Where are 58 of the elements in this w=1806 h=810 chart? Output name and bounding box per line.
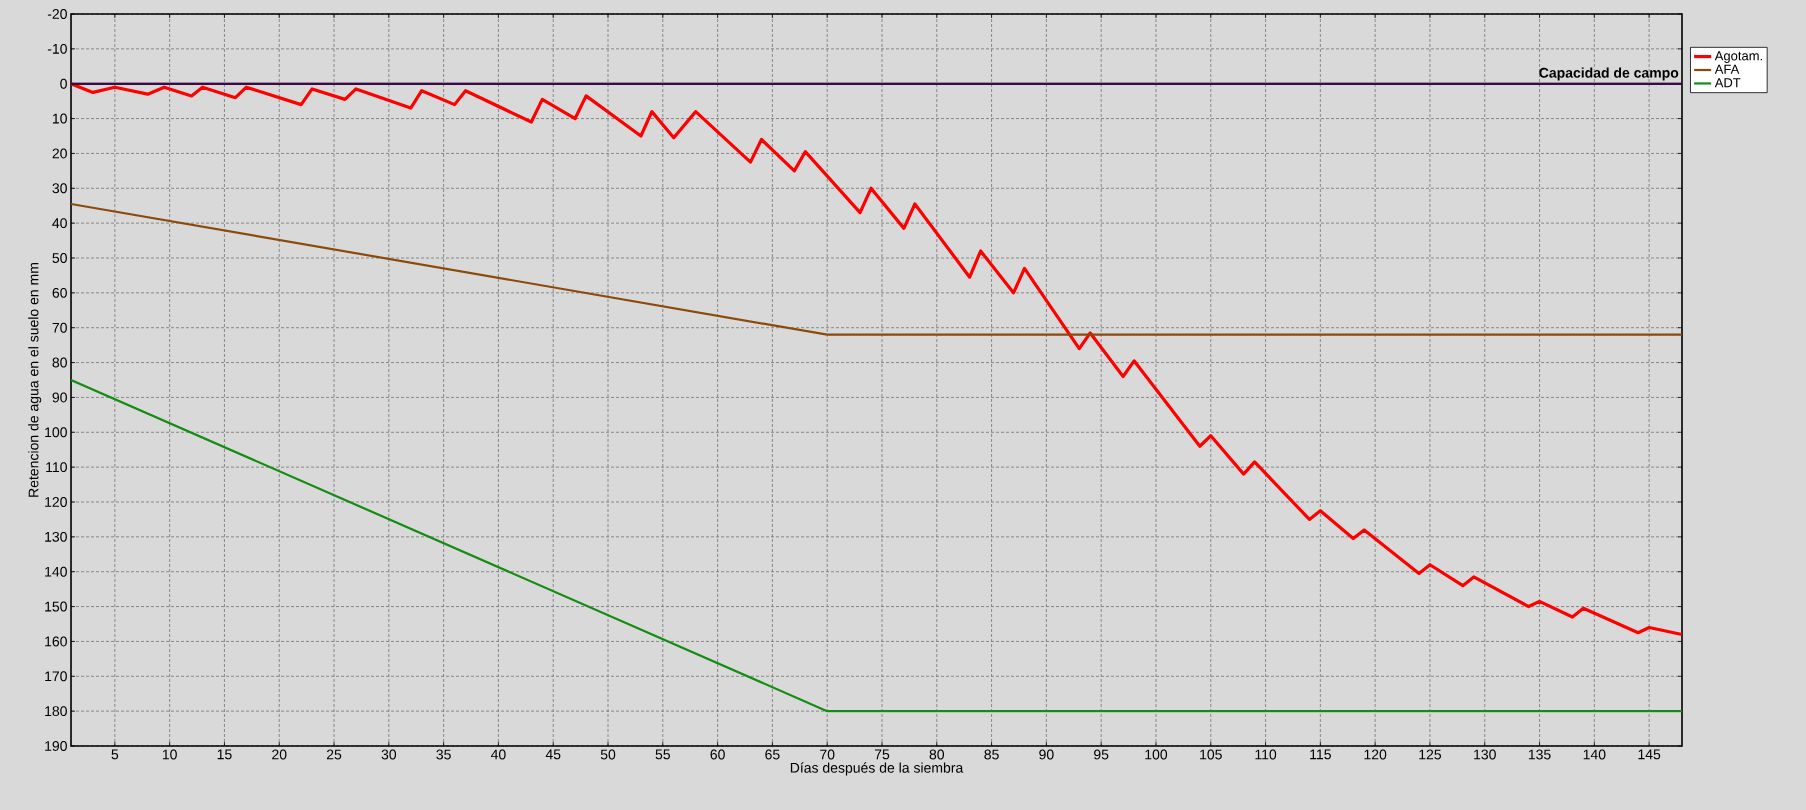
x-tick-label: 90 [1039,749,1054,760]
x-tick-label: 50 [600,749,616,760]
y-tick-label: 100 [45,427,67,438]
x-tick-label: 75 [874,749,890,760]
x-tick-label: 80 [929,749,945,760]
y-tick-label: 190 [45,741,67,751]
x-tick-label: 30 [381,749,397,760]
y-tick-label: 180 [45,706,67,717]
x-tick-label: 110 [1255,749,1277,760]
x-tick-label: 55 [655,749,670,760]
x-tick-label: 120 [1364,749,1387,760]
y-tick-label: 60 [52,287,67,298]
y-tick-label: 150 [45,601,67,612]
y-tick-label: 70 [52,322,67,333]
y-tick-label: -20 [47,9,67,19]
x-tick-label: 45 [545,749,561,760]
y-tick-label: 160 [45,636,67,647]
y-tick-label: 170 [45,671,67,682]
x-tick-label: 145 [1638,749,1661,760]
y-axis-title: Retencion de agua en el suelo en mm [28,263,42,497]
x-tick-label: 105 [1200,749,1222,760]
x-tick-label: 115 [1310,749,1331,760]
x-tick-label: 65 [765,749,780,760]
x-tick-label: 15 [217,749,232,760]
y-tick-label: 140 [45,566,67,577]
legend-label: AFA [1714,64,1740,74]
y-tick-label: 110 [46,462,67,473]
y-tick-label: 120 [45,497,67,507]
y-tick-label: 20 [52,148,67,159]
x-tick-label: 130 [1474,749,1496,760]
x-tick-label: 25 [326,749,342,760]
x-tick-label: 85 [984,749,999,760]
x-tick-label: 40 [490,749,506,760]
line-series [71,82,1683,637]
y-tick-label: 30 [52,183,67,194]
y-tick-label: 50 [52,253,67,263]
x-tick-label: 35 [436,749,451,760]
legend-label: ADT [1714,78,1741,88]
y-tick-label: 40 [52,218,67,229]
x-tick-label: 125 [1419,749,1442,760]
x-tick-label: 60 [710,749,725,760]
y-tick-label: -10 [47,43,67,54]
x-tick-label: 95 [1094,749,1109,760]
x-tick-label: 135 [1528,749,1551,760]
x-tick-label: 5 [111,749,119,760]
y-tick-label: 10 [52,113,67,124]
ref-line-label: Capacidad de campo [1539,67,1679,81]
x-axis-title: Días después de la siembra [790,762,964,776]
x-tick-label: 20 [272,749,287,760]
x-tick-label: 140 [1583,749,1606,760]
x-tick-label: 10 [162,749,177,760]
legend-label: Agotam. [1714,51,1762,63]
y-tick-label: 0 [60,78,67,89]
y-tick-label: 90 [52,392,67,403]
x-tick-label: 70 [820,749,835,760]
x-tick-label: 100 [1145,749,1168,760]
y-tick-label: 130 [45,531,67,542]
y-tick-label: 80 [52,357,67,368]
